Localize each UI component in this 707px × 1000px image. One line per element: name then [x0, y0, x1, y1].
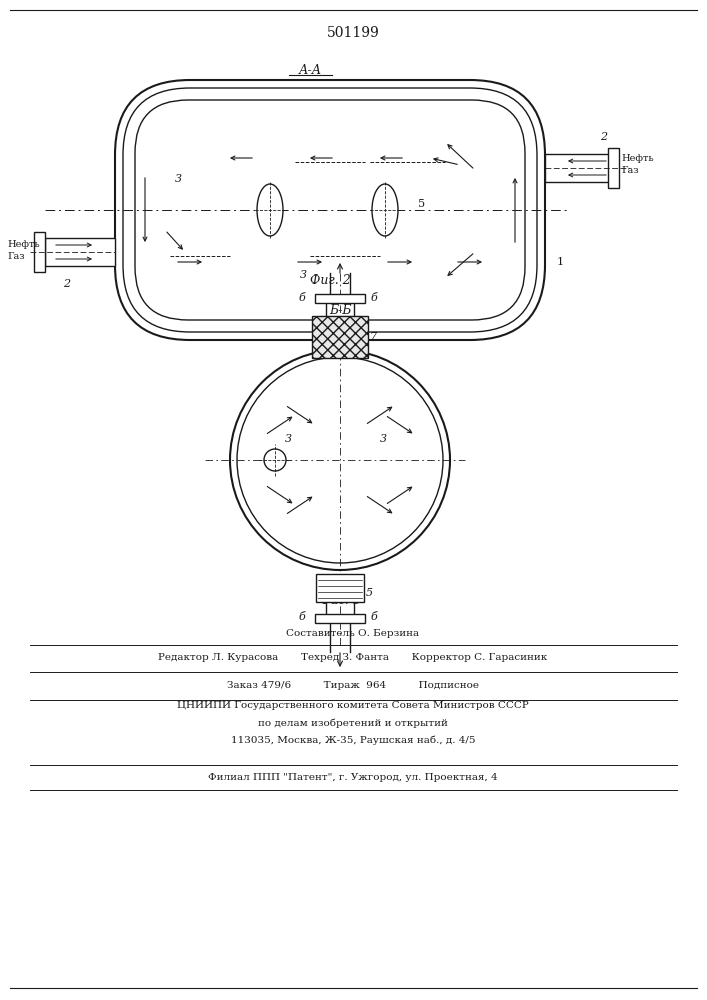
Text: 501199: 501199: [327, 26, 380, 40]
Circle shape: [264, 449, 286, 471]
Bar: [45, 238, 115, 266]
Bar: [315, 614, 365, 623]
Text: А-А: А-А: [298, 64, 322, 77]
Text: Нефть: Нефть: [7, 240, 40, 249]
Text: 2: 2: [63, 279, 70, 289]
Text: 5: 5: [418, 199, 425, 209]
FancyBboxPatch shape: [135, 100, 525, 320]
Text: б: б: [370, 612, 377, 622]
Text: 3: 3: [300, 270, 307, 280]
Text: Б-Б: Б-Б: [329, 304, 351, 316]
Text: 3: 3: [285, 434, 292, 444]
Text: Филиал ППП "Патент", г. Ужгород, ул. Проектная, 4: Филиал ППП "Патент", г. Ужгород, ул. Про…: [208, 774, 498, 782]
Text: Газ: Газ: [7, 252, 25, 261]
Text: 2: 2: [600, 132, 607, 142]
Text: Заказ 479/6          Тираж  964          Подписное: Заказ 479/6 Тираж 964 Подписное: [227, 680, 479, 690]
Bar: [608, 148, 619, 188]
Text: 7: 7: [370, 332, 377, 342]
Text: 5: 5: [366, 588, 373, 598]
Bar: [316, 574, 364, 602]
Circle shape: [237, 357, 443, 563]
FancyBboxPatch shape: [115, 80, 545, 340]
Ellipse shape: [372, 184, 398, 236]
Text: Фиг. 2: Фиг. 2: [310, 273, 351, 286]
Circle shape: [230, 350, 450, 570]
Bar: [315, 294, 365, 303]
Text: по делам изобретений и открытий: по делам изобретений и открытий: [258, 718, 448, 728]
Text: б: б: [298, 293, 305, 303]
Text: б: б: [298, 612, 305, 622]
Bar: [34, 232, 45, 272]
FancyBboxPatch shape: [123, 88, 537, 332]
Ellipse shape: [257, 184, 283, 236]
Bar: [312, 316, 368, 358]
Text: ЦНИИПИ Государственного комитета Совета Министров СССР: ЦНИИПИ Государственного комитета Совета …: [177, 700, 529, 710]
Bar: [545, 154, 615, 182]
Text: 113035, Москва, Ж-35, Раушская наб., д. 4/5: 113035, Москва, Ж-35, Раушская наб., д. …: [230, 735, 475, 745]
Text: Составитель О. Берзина: Составитель О. Берзина: [286, 629, 419, 638]
Text: 3: 3: [380, 434, 387, 444]
Text: 1: 1: [557, 257, 564, 267]
Text: Газ: Газ: [621, 166, 638, 175]
Text: Фиг. 3: Фиг. 3: [320, 593, 361, 606]
Text: Редактор Л. Курасова       Техред З. Фанта       Корректор С. Гарасиник: Редактор Л. Курасова Техред З. Фанта Кор…: [158, 654, 548, 662]
Text: б: б: [370, 293, 377, 303]
Text: Нефть: Нефть: [621, 154, 654, 163]
Text: 3: 3: [175, 174, 182, 184]
